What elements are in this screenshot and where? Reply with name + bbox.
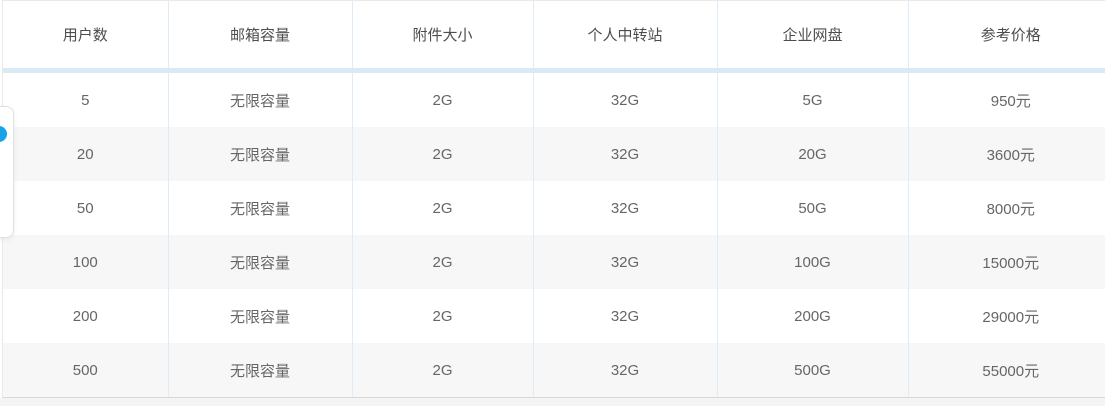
table-row: 20 无限容量 2G 32G 20G 3600元 — [3, 127, 1105, 181]
cell-mailbox: 无限容量 — [168, 289, 353, 343]
cell-mailbox: 无限容量 — [168, 235, 353, 289]
cell-price: 15000元 — [908, 235, 1105, 289]
cell-users: 50 — [3, 181, 169, 235]
table-row: 50 无限容量 2G 32G 50G 8000元 — [3, 181, 1105, 235]
table-row: 5 无限容量 2G 32G 5G 950元 — [3, 70, 1105, 127]
cell-attachment: 2G — [352, 127, 534, 181]
cell-users: 200 — [3, 289, 169, 343]
table-row: 500 无限容量 2G 32G 500G 55000元 — [3, 343, 1105, 397]
cell-disk: 100G — [717, 235, 909, 289]
bottom-section-divider — [0, 398, 1105, 406]
cell-price: 8000元 — [908, 181, 1105, 235]
cell-mailbox: 无限容量 — [168, 127, 353, 181]
cell-disk: 200G — [717, 289, 909, 343]
cell-price: 3600元 — [908, 127, 1105, 181]
cell-attachment: 2G — [352, 289, 534, 343]
cell-transfer: 32G — [533, 289, 718, 343]
floating-side-widget[interactable] — [0, 106, 14, 238]
cell-transfer: 32G — [533, 343, 718, 397]
table-row: 200 无限容量 2G 32G 200G 29000元 — [3, 289, 1105, 343]
cell-mailbox: 无限容量 — [168, 343, 353, 397]
column-header-attachment-size: 附件大小 — [352, 1, 534, 73]
cell-transfer: 32G — [533, 127, 718, 181]
cell-users: 20 — [3, 127, 169, 181]
cell-transfer: 32G — [533, 181, 718, 235]
cell-users: 100 — [3, 235, 169, 289]
blue-dot-icon[interactable] — [0, 126, 7, 142]
column-header-enterprise-disk: 企业网盘 — [717, 1, 909, 73]
cell-price: 55000元 — [908, 343, 1105, 397]
cell-mailbox: 无限容量 — [168, 70, 353, 127]
cell-attachment: 2G — [352, 181, 534, 235]
column-header-transfer-station: 个人中转站 — [533, 1, 718, 73]
cell-attachment: 2G — [352, 70, 534, 127]
cell-price: 950元 — [908, 70, 1105, 127]
table-header-row: 用户数 邮箱容量 附件大小 个人中转站 企业网盘 参考价格 — [3, 1, 1105, 73]
pricing-table: 用户数 邮箱容量 附件大小 个人中转站 企业网盘 参考价格 5 无限容量 2G … — [3, 1, 1105, 397]
column-header-users: 用户数 — [3, 1, 169, 73]
cell-disk: 50G — [717, 181, 909, 235]
pricing-table-container: 用户数 邮箱容量 附件大小 个人中转站 企业网盘 参考价格 5 无限容量 2G … — [2, 0, 1105, 398]
cell-price: 29000元 — [908, 289, 1105, 343]
cell-disk: 5G — [717, 70, 909, 127]
column-header-mailbox-size: 邮箱容量 — [168, 1, 353, 73]
cell-transfer: 32G — [533, 235, 718, 289]
table-row: 100 无限容量 2G 32G 100G 15000元 — [3, 235, 1105, 289]
cell-mailbox: 无限容量 — [168, 181, 353, 235]
cell-attachment: 2G — [352, 343, 534, 397]
cell-attachment: 2G — [352, 235, 534, 289]
cell-users: 5 — [3, 70, 169, 127]
cell-disk: 20G — [717, 127, 909, 181]
column-header-reference-price: 参考价格 — [908, 1, 1105, 73]
cell-disk: 500G — [717, 343, 909, 397]
cell-transfer: 32G — [533, 70, 718, 127]
cell-users: 500 — [3, 343, 169, 397]
